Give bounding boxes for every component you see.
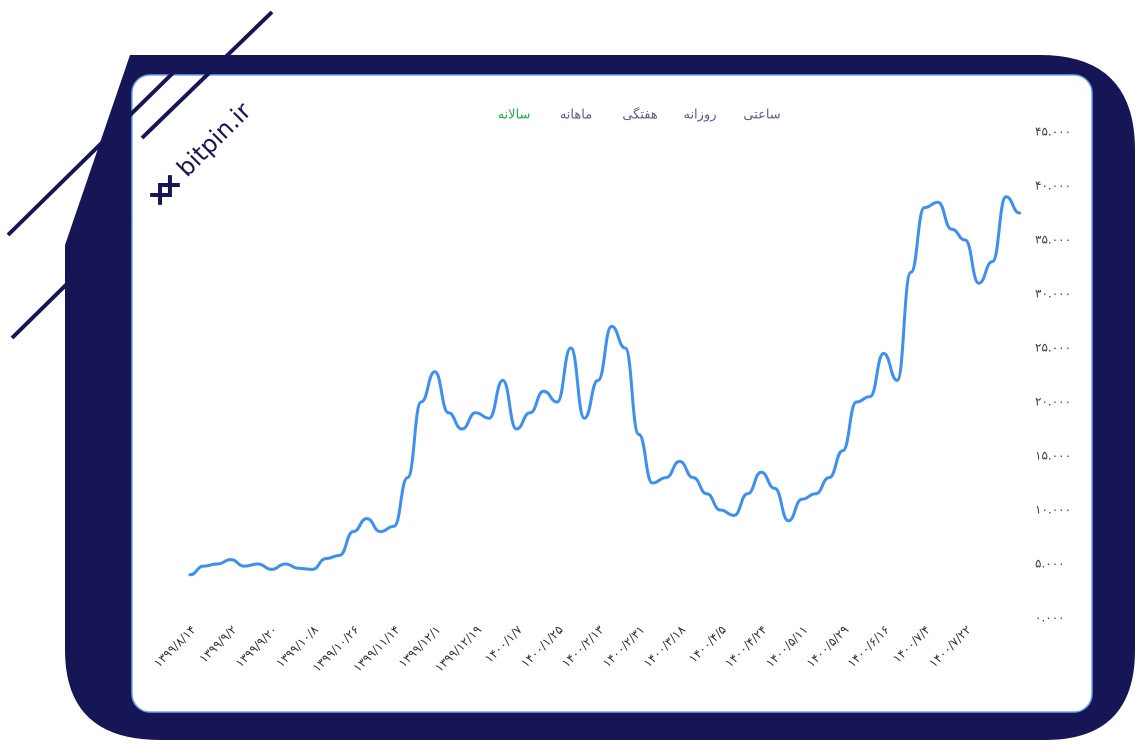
y-tick-label: ۴۰.۰۰۰ xyxy=(1035,179,1071,193)
deco-line xyxy=(6,66,180,237)
panel xyxy=(131,74,1093,713)
tab[interactable]: هفتگی xyxy=(622,107,658,123)
deco-line xyxy=(140,10,274,140)
y-tick-label: ۱۰.۰۰۰ xyxy=(1035,503,1071,517)
price-line xyxy=(188,195,1022,577)
y-tick-label: ۱۵.۰۰۰ xyxy=(1035,449,1071,463)
logo-icon xyxy=(150,175,180,205)
deco-line xyxy=(10,220,132,340)
y-tick-label: ۳۵.۰۰۰ xyxy=(1035,233,1071,247)
y-tick-label: ۴۵.۰۰۰ xyxy=(1035,125,1071,139)
tab[interactable]: ساعتی xyxy=(743,108,780,123)
y-tick-label: ۵.۰۰۰ xyxy=(1035,557,1065,571)
tab[interactable]: روزانه xyxy=(683,108,716,123)
tab[interactable]: ماهانه xyxy=(560,108,592,123)
y-tick-label: ۲۰.۰۰۰ xyxy=(1035,395,1071,409)
y-tick-label: ۲۵.۰۰۰ xyxy=(1035,341,1071,355)
tab[interactable]: سالانه xyxy=(498,108,531,123)
y-tick-label: ۳۰.۰۰۰ xyxy=(1035,287,1071,301)
tabs: ساعتی روزانه هفتگی ماهانه سالانه xyxy=(498,107,781,123)
y-tick-label: ۰.۰۰۰ xyxy=(1035,611,1065,625)
